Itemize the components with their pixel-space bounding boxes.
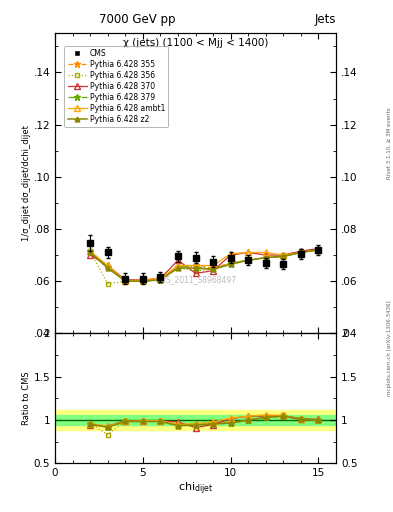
- Y-axis label: Ratio to CMS: Ratio to CMS: [22, 372, 31, 425]
- Text: mcplots.cern.ch [arXiv:1306.3436]: mcplots.cern.ch [arXiv:1306.3436]: [387, 301, 392, 396]
- Bar: [55, 410, 336, 431]
- Bar: [55, 415, 336, 425]
- Legend: CMS, Pythia 6.428 355, Pythia 6.428 356, Pythia 6.428 370, Pythia 6.428 379, Pyt: CMS, Pythia 6.428 355, Pythia 6.428 356,…: [64, 46, 168, 126]
- Text: Jets: Jets: [314, 13, 336, 26]
- Text: χ (jets) (1100 < Mjj < 1400): χ (jets) (1100 < Mjj < 1400): [123, 38, 268, 48]
- Text: 7000 GeV pp: 7000 GeV pp: [99, 13, 176, 26]
- Text: CMS_2011_S8968497: CMS_2011_S8968497: [154, 275, 237, 284]
- X-axis label: chi$_{\mathregular{dijet}}$: chi$_{\mathregular{dijet}}$: [178, 481, 213, 497]
- Y-axis label: 1/σ_dijet dσ_dijet/dchi_dijet: 1/σ_dijet dσ_dijet/dchi_dijet: [22, 125, 31, 241]
- Text: Rivet 3.1.10, ≥ 3M events: Rivet 3.1.10, ≥ 3M events: [387, 108, 392, 179]
